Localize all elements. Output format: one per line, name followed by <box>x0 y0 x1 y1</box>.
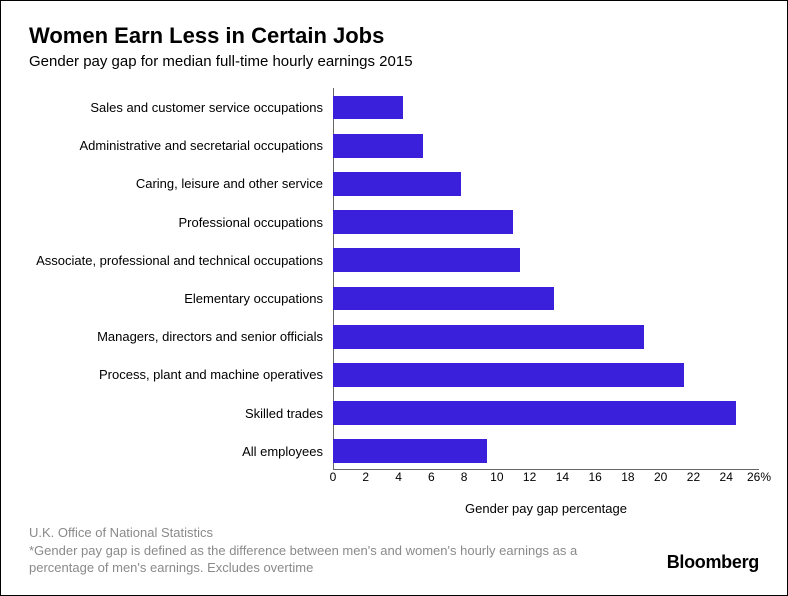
bar <box>333 287 554 311</box>
source-line-2: *Gender pay gap is defined as the differ… <box>29 542 609 577</box>
source-line-1: U.K. Office of National Statistics <box>29 524 609 542</box>
x-tick: 4 <box>395 470 402 484</box>
bar-row: All employees <box>29 432 759 470</box>
bar-row: Professional occupations <box>29 203 759 241</box>
x-tick: 2 <box>362 470 369 484</box>
category-label: Professional occupations <box>29 215 333 230</box>
bar-track <box>333 356 759 394</box>
x-tick: 10 <box>490 470 503 484</box>
x-axis-ticks: 02468101214161820222426% <box>333 470 759 492</box>
chart-container: Women Earn Less in Certain Jobs Gender p… <box>1 1 787 595</box>
category-label: Elementary occupations <box>29 291 333 306</box>
bar-track <box>333 165 759 203</box>
category-label: All employees <box>29 444 333 459</box>
category-label: Managers, directors and senior officials <box>29 329 333 344</box>
chart-subtitle: Gender pay gap for median full-time hour… <box>29 53 759 70</box>
x-tick: 14 <box>556 470 569 484</box>
x-tick: 20 <box>654 470 667 484</box>
bar-track <box>333 394 759 432</box>
bar <box>333 439 487 463</box>
x-tick: 6 <box>428 470 435 484</box>
category-label: Process, plant and machine operatives <box>29 367 333 382</box>
brand-logo: Bloomberg <box>667 552 759 573</box>
bar <box>333 363 684 387</box>
bar-row: Elementary occupations <box>29 279 759 317</box>
bar-row: Administrative and secretarial occupatio… <box>29 127 759 165</box>
x-tick: 24 <box>720 470 733 484</box>
x-tick: 18 <box>621 470 634 484</box>
x-tick: 8 <box>461 470 468 484</box>
bar-track <box>333 88 759 126</box>
bar-track <box>333 241 759 279</box>
bar <box>333 248 520 272</box>
category-label: Administrative and secretarial occupatio… <box>29 138 333 153</box>
bar-row: Managers, directors and senior officials <box>29 318 759 356</box>
x-tick: 16 <box>588 470 601 484</box>
x-tick: 0 <box>330 470 337 484</box>
category-label: Caring, leisure and other service <box>29 176 333 191</box>
bar-track <box>333 432 759 470</box>
bar <box>333 325 644 349</box>
bar-row: Associate, professional and technical oc… <box>29 241 759 279</box>
bar <box>333 210 513 234</box>
bar-track <box>333 203 759 241</box>
x-tick: 22 <box>687 470 700 484</box>
bar-track <box>333 127 759 165</box>
bar-row: Caring, leisure and other service <box>29 165 759 203</box>
bar-track <box>333 279 759 317</box>
chart-title: Women Earn Less in Certain Jobs <box>29 23 759 49</box>
bar <box>333 96 403 120</box>
x-tick: 26% <box>747 470 771 484</box>
bar <box>333 172 461 196</box>
bar-row: Sales and customer service occupations <box>29 88 759 126</box>
chart-plot-wrap: Sales and customer service occupations Ad… <box>29 88 759 518</box>
category-label: Skilled trades <box>29 406 333 421</box>
category-label: Associate, professional and technical oc… <box>29 253 333 268</box>
bar-row: Skilled trades <box>29 394 759 432</box>
category-label: Sales and customer service occupations <box>29 100 333 115</box>
chart-plot: Sales and customer service occupations Ad… <box>29 88 759 470</box>
x-axis-title: Gender pay gap percentage <box>333 501 759 516</box>
bar-track <box>333 318 759 356</box>
bar <box>333 134 423 158</box>
x-tick: 12 <box>523 470 536 484</box>
bar-row: Process, plant and machine operatives <box>29 356 759 394</box>
bar <box>333 401 736 425</box>
chart-footer: U.K. Office of National Statistics *Gend… <box>29 524 759 577</box>
